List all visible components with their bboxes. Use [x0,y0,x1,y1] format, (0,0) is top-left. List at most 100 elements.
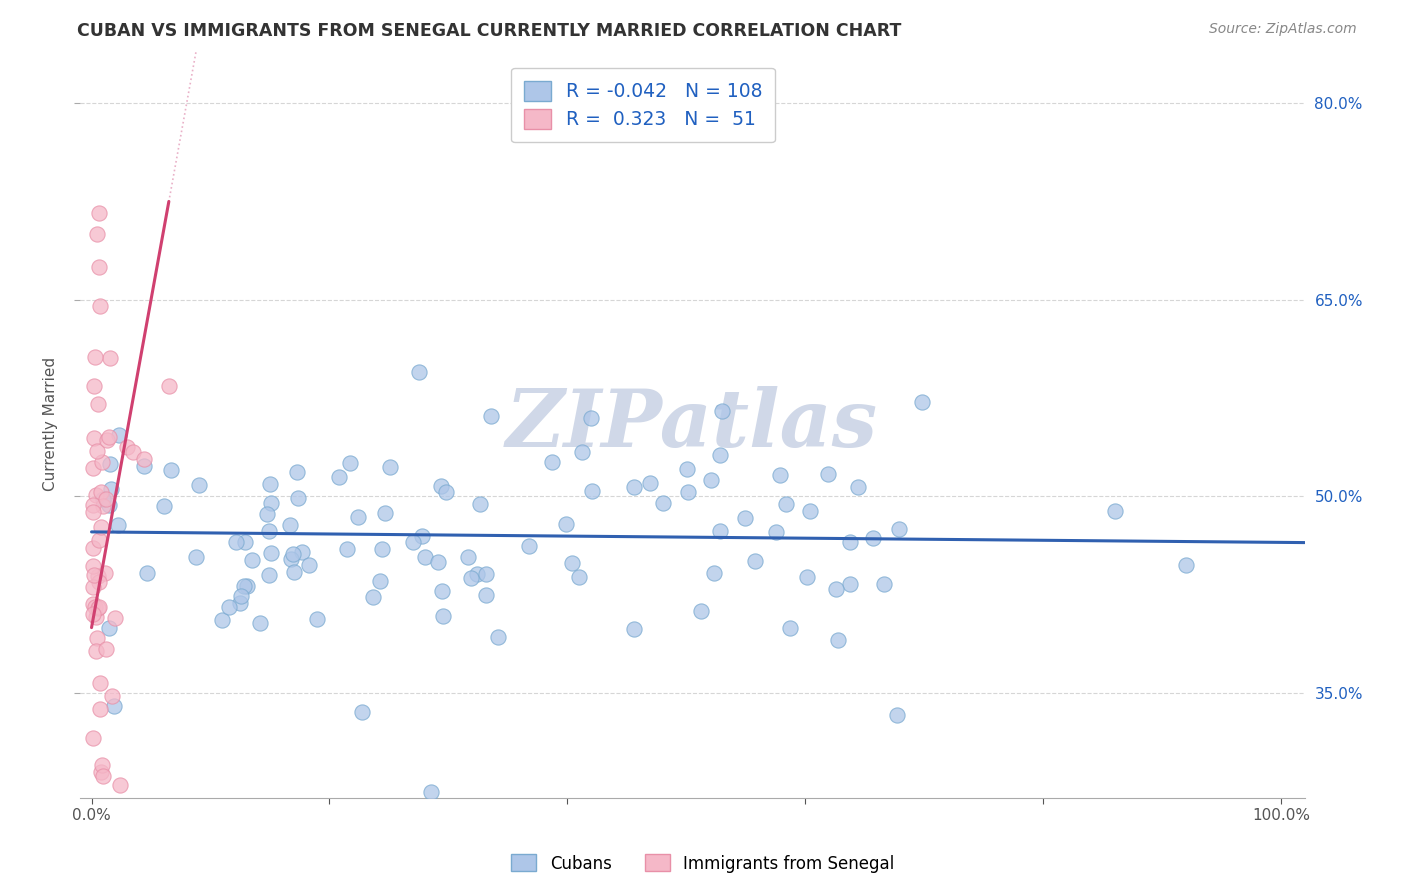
Point [97,430,120,444]
Text: Source: ZipAtlas.com: Source: ZipAtlas.com [1209,22,1357,37]
Point [135,566,157,580]
Point [638,476,661,491]
Point [236,578,259,592]
Point [374,506,396,520]
Point [259,568,281,582]
Point [87,569,110,583]
Point [765,524,787,539]
Point [347,510,370,524]
Point [838,535,860,549]
Point [107,428,129,442]
Point [84,610,107,624]
Point [229,596,252,610]
Point [430,583,453,598]
Point [307,612,329,626]
Point [122,445,145,459]
Point [260,496,283,510]
Point [84,644,107,658]
Point [89,701,111,715]
Point [287,491,309,505]
Point [651,496,673,510]
Point [82,580,104,594]
Point [817,467,839,482]
Point [82,559,104,574]
Point [184,549,207,564]
Point [280,551,302,566]
Point [434,485,457,500]
Point [291,545,314,559]
Point [839,576,862,591]
Point [457,550,479,565]
Point [82,498,104,512]
Point [475,567,498,582]
Point [429,478,451,492]
Point [571,445,593,459]
Point [91,499,114,513]
Point [89,206,111,220]
Point [415,549,437,564]
Point [249,616,271,631]
Point [259,524,281,538]
Point [82,541,104,555]
Point [96,434,118,448]
Point [911,395,934,409]
Point [862,532,884,546]
Point [104,611,127,625]
Point [84,350,107,364]
Point [157,379,180,393]
Point [328,469,350,483]
Point [408,365,430,379]
Point [555,517,578,532]
Point [87,260,110,274]
Point [623,622,645,636]
Point [87,533,110,547]
Point [278,517,301,532]
Point [132,458,155,473]
Point [94,491,117,506]
Point [87,600,110,615]
Point [1104,504,1126,518]
Point [225,535,247,549]
Point [371,541,394,556]
Point [86,443,108,458]
Point [285,466,308,480]
Point [91,491,114,506]
Point [82,597,104,611]
Point [160,463,183,477]
Point [98,498,121,512]
Point [86,631,108,645]
Text: CUBAN VS IMMIGRANTS FROM SENEGAL CURRENTLY MARRIED CORRELATION CHART: CUBAN VS IMMIGRANTS FROM SENEGAL CURRENT… [77,22,901,40]
Point [283,565,305,579]
Point [339,456,361,470]
Point [361,590,384,604]
Point [779,621,801,635]
Point [90,485,112,500]
Point [846,480,869,494]
Point [432,609,454,624]
Point [90,764,112,779]
Point [89,299,111,313]
Point [90,454,112,468]
Point [872,577,894,591]
Point [91,758,114,772]
Point [97,621,120,635]
Point [336,542,359,557]
Point [517,539,540,553]
Point [460,571,482,585]
Point [101,689,124,703]
Point [115,440,138,454]
Point [402,534,425,549]
Point [84,487,107,501]
Point [218,600,240,615]
Point [82,505,104,519]
Point [188,477,211,491]
Point [768,468,790,483]
Point [87,601,110,615]
Point [579,410,602,425]
Point [678,484,700,499]
Point [83,599,105,614]
Point [232,579,254,593]
Point [132,451,155,466]
Point [561,556,583,570]
Point [486,630,509,644]
